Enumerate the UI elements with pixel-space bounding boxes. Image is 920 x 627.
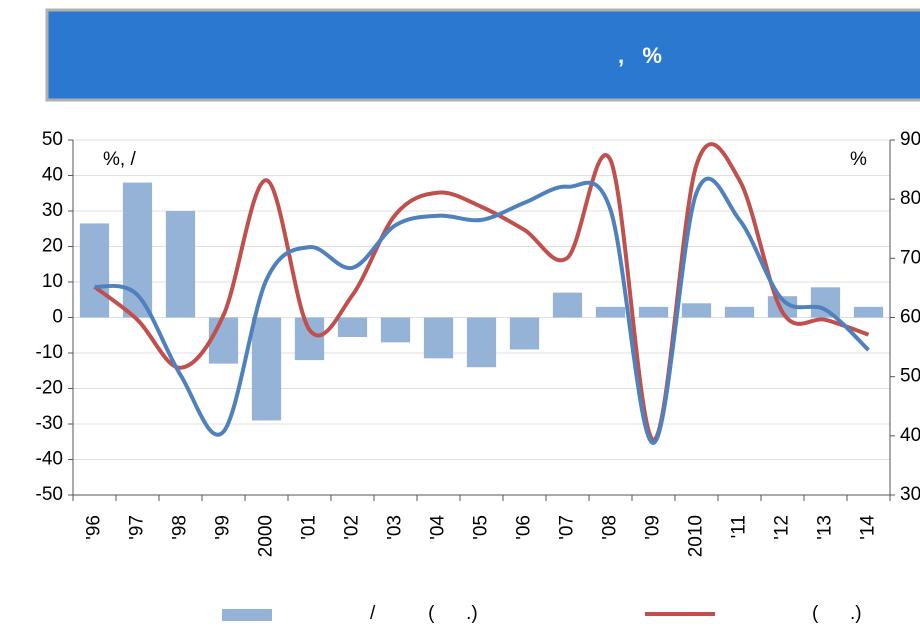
- bar: [638, 306, 669, 318]
- bar: [767, 296, 798, 318]
- legend-swatch: [222, 609, 272, 621]
- x-tick-label: 2010: [686, 515, 707, 557]
- y2-axis-label: %: [850, 149, 867, 170]
- bar: [466, 317, 497, 368]
- y-tick-label: -40: [36, 449, 63, 470]
- x-tick-label: '08: [600, 515, 621, 540]
- x-tick-label: 2000: [256, 515, 277, 557]
- bar: [724, 306, 755, 318]
- title-banner: [45, 8, 920, 102]
- x-tick-label: '04: [428, 515, 449, 540]
- x-tick-label: '02: [342, 515, 363, 540]
- legend-label: / ( .): [370, 603, 478, 624]
- bar: [681, 303, 712, 318]
- x-tick-label: '07: [557, 515, 578, 540]
- y-tick-label: 50: [42, 129, 63, 150]
- x-tick-label: '96: [84, 515, 105, 540]
- x-tick-label: '01: [299, 515, 320, 540]
- bar: [251, 317, 282, 421]
- y-tick-label: 20: [42, 236, 63, 257]
- line: [93, 142, 870, 442]
- bar: [595, 306, 626, 318]
- bar: [853, 306, 884, 318]
- y-tick-label: 40: [42, 165, 63, 186]
- y-tick-label: 0: [52, 307, 63, 328]
- bar: [337, 317, 368, 338]
- legend-label: ( .): [812, 603, 862, 624]
- x-tick-label: '14: [858, 515, 879, 540]
- y-tick-label: -30: [36, 413, 63, 434]
- y-tick-label: 10: [42, 271, 63, 292]
- y2-tick-label: 90: [900, 129, 920, 150]
- bar: [423, 317, 454, 359]
- x-tick-label: '98: [170, 515, 191, 540]
- y2-tick-label: 70: [900, 247, 920, 268]
- x-tick-label: '09: [643, 515, 664, 540]
- bar: [294, 317, 325, 361]
- y2-tick-label: 60: [900, 307, 920, 328]
- x-tick-label: '11: [729, 515, 750, 538]
- y-tick-label: 30: [42, 200, 63, 221]
- y-tick-label: -10: [36, 342, 63, 363]
- bar: [380, 317, 411, 343]
- y2-tick-label: 30: [900, 484, 920, 505]
- y-axis-label: %, /: [103, 149, 136, 170]
- line: [94, 176, 870, 445]
- y2-tick-label: 50: [900, 366, 920, 387]
- x-tick-label: '12: [772, 515, 793, 540]
- y2-tick-label: 40: [900, 425, 920, 446]
- y2-tick-label: 80: [900, 188, 920, 209]
- bar: [208, 317, 239, 364]
- x-tick-label: '06: [514, 515, 535, 540]
- y-tick-label: -20: [36, 378, 63, 399]
- x-tick-label: '97: [127, 515, 148, 540]
- x-tick-label: '99: [213, 515, 234, 540]
- chart-title: , %: [618, 43, 662, 68]
- x-tick-label: '03: [385, 515, 406, 540]
- x-tick-label: '13: [815, 515, 836, 540]
- bar: [165, 211, 196, 318]
- y-tick-label: -50: [36, 484, 63, 505]
- bar: [509, 317, 540, 350]
- bar: [810, 287, 841, 318]
- bar: [552, 292, 583, 318]
- bar: [79, 223, 110, 318]
- x-tick-label: '05: [471, 515, 492, 540]
